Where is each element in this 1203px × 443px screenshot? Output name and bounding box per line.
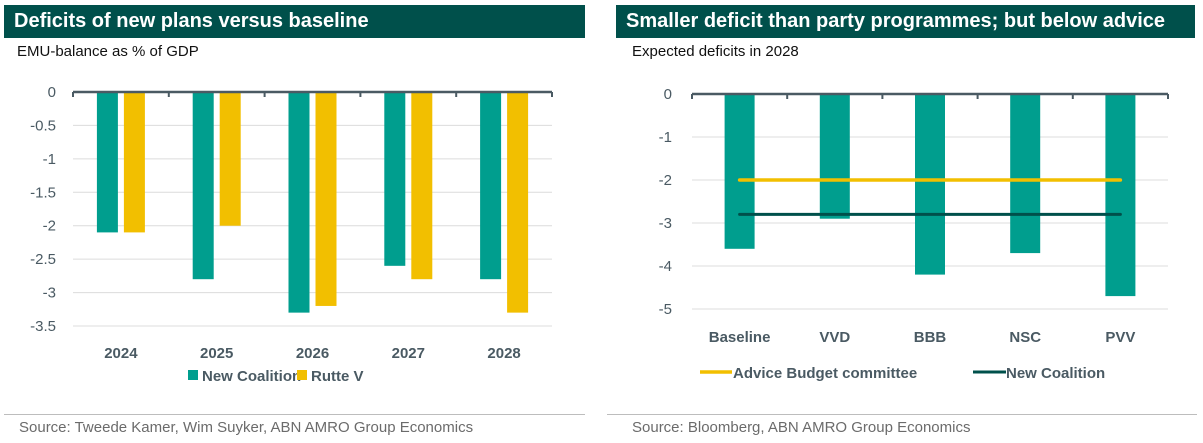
x-category-label: 2025 — [200, 345, 233, 362]
x-category-label: 2028 — [487, 345, 520, 362]
y-tick-label: -0.5 — [30, 117, 56, 134]
right-chart-source: Source: Bloomberg, ABN AMRO Group Econom… — [632, 419, 971, 436]
x-category-label: 2026 — [296, 345, 329, 362]
right-divider — [607, 414, 1197, 415]
y-tick-label: -2.5 — [30, 251, 56, 268]
y-tick-label: 0 — [664, 86, 672, 103]
bar-rutte-v — [411, 92, 433, 280]
y-tick-label: -1.5 — [30, 184, 56, 201]
legend-swatch-new-coalition — [188, 370, 198, 380]
bar-rutte-v — [123, 92, 145, 233]
bar-new-coalition — [288, 92, 310, 313]
y-tick-label: -1 — [43, 151, 56, 168]
legend-label-rutte-v: Rutte V — [311, 368, 364, 385]
bar-deficit-bbb — [915, 94, 945, 275]
left-chart-subtitle: EMU-balance as % of GDP — [17, 43, 199, 60]
left-chart-title: Deficits of new plans versus baseline — [4, 5, 585, 38]
bar-new-coalition — [384, 92, 406, 266]
x-category-label: VVD — [819, 329, 850, 346]
bar-rutte-v — [507, 92, 529, 313]
x-category-label: Baseline — [709, 329, 771, 346]
y-tick-label: 0 — [48, 84, 56, 101]
bar-rutte-v — [315, 92, 337, 306]
y-tick-label: -3 — [659, 215, 672, 232]
bar-new-coalition — [192, 92, 214, 280]
bar-deficit-baseline — [724, 94, 755, 249]
bar-new-coalition — [96, 92, 118, 233]
bar-deficit-pvv — [1105, 94, 1136, 297]
legend-label-new-coalition: New Coalition — [202, 368, 301, 385]
legend-label-new-coalition: New Coalition — [1006, 365, 1105, 382]
y-tick-label: -5 — [659, 301, 672, 318]
legend-swatch-rutte-v — [297, 370, 307, 380]
left-chart-source: Source: Tweede Kamer, Wim Suyker, ABN AM… — [19, 419, 474, 436]
y-tick-label: -2 — [43, 218, 56, 235]
legend-label-advice: Advice Budget committee — [733, 365, 917, 382]
bar-rutte-v — [219, 92, 241, 226]
x-category-label: 2024 — [104, 345, 138, 362]
x-category-label: NSC — [1009, 329, 1041, 346]
y-tick-label: -2 — [659, 172, 672, 189]
right-chart-plot: 0 -1 -2 -3 -4 -5 Baseline VVD BBB NSC PVV Advice Bu… — [659, 86, 1169, 382]
y-tick-label: -3.5 — [30, 318, 56, 335]
left-chart-panel: Deficits of new plans versus baseline EM… — [0, 0, 600, 443]
bar-deficit-nsc — [1010, 94, 1041, 254]
bar-new-coalition — [480, 92, 502, 280]
right-chart-subtitle: Expected deficits in 2028 — [632, 43, 799, 60]
bar-deficit-vvd — [819, 94, 850, 219]
right-chart-title: Smaller deficit than party programmes; b… — [616, 5, 1195, 38]
x-category-label: BBB — [914, 329, 947, 346]
left-chart-plot: 0 -0.5 -1 -1.5 -2 -2.5 -3 -3.5 2024 2025 2026 2027 2… — [30, 84, 553, 385]
y-tick-label: -1 — [659, 129, 672, 146]
left-divider — [4, 414, 585, 415]
right-chart-panel: Smaller deficit than party programmes; b… — [600, 0, 1203, 443]
y-tick-label: -4 — [659, 258, 672, 275]
x-category-label: PVV — [1105, 329, 1135, 346]
y-tick-label: -3 — [43, 285, 56, 302]
x-category-label: 2027 — [392, 345, 425, 362]
